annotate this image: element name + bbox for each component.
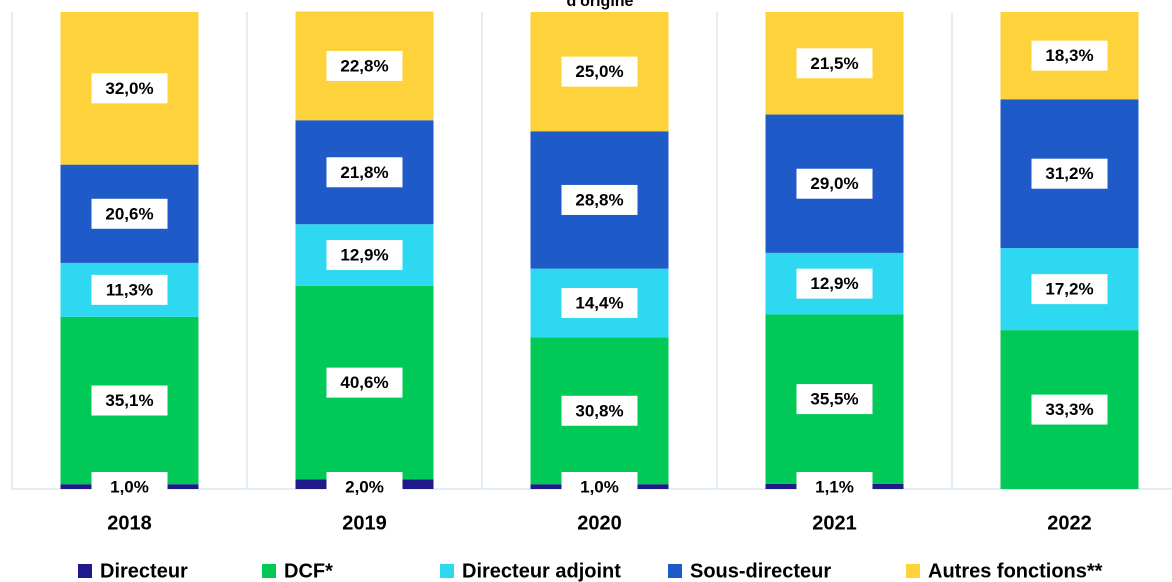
value-label-box bbox=[796, 384, 873, 415]
value-label-box bbox=[91, 73, 168, 104]
value-label: 35,1% bbox=[105, 391, 153, 410]
legend-label: Directeur adjoint bbox=[462, 560, 621, 582]
value-label-box bbox=[91, 385, 168, 416]
value-label: 1,0% bbox=[580, 477, 619, 496]
value-label: 31,2% bbox=[1045, 164, 1093, 183]
value-label-box bbox=[796, 168, 873, 199]
value-label: 1,1% bbox=[815, 477, 854, 496]
value-label-box bbox=[796, 48, 873, 79]
value-label-box bbox=[561, 287, 638, 318]
value-label-box bbox=[1031, 158, 1108, 189]
value-label: 22,8% bbox=[340, 56, 388, 75]
value-label: 17,2% bbox=[1045, 280, 1093, 299]
value-label: 29,0% bbox=[810, 174, 858, 193]
value-label-box bbox=[326, 50, 403, 81]
value-label: 32,0% bbox=[105, 79, 153, 98]
value-label-box bbox=[91, 472, 168, 502]
legend-label: Sous-directeur bbox=[690, 560, 831, 582]
value-label: 18,3% bbox=[1045, 46, 1093, 65]
value-label-box bbox=[91, 274, 168, 305]
legend-swatch bbox=[262, 564, 276, 578]
chart-title: d'origine bbox=[567, 0, 634, 10]
value-label-box bbox=[561, 472, 638, 502]
x-tick-label: 2020 bbox=[577, 512, 622, 534]
value-label: 11,3% bbox=[106, 280, 153, 299]
value-label-box bbox=[1031, 394, 1108, 425]
value-label-box bbox=[326, 157, 403, 188]
value-label: 25,0% bbox=[575, 62, 623, 81]
value-label: 30,8% bbox=[575, 401, 623, 420]
value-label-box bbox=[326, 472, 403, 502]
x-tick-label: 2018 bbox=[107, 512, 152, 534]
legend-swatch bbox=[440, 564, 454, 578]
value-label: 28,8% bbox=[575, 190, 623, 209]
value-label-box bbox=[326, 240, 403, 271]
value-label-box bbox=[796, 268, 873, 299]
value-label: 21,8% bbox=[340, 163, 388, 182]
x-tick-label: 2022 bbox=[1047, 512, 1092, 534]
value-label: 12,9% bbox=[340, 246, 388, 265]
value-label-box bbox=[796, 472, 873, 502]
legend-swatch bbox=[668, 564, 682, 578]
value-label-box bbox=[1031, 274, 1108, 305]
legend-swatch bbox=[906, 564, 920, 578]
value-label: 2,0% bbox=[345, 477, 384, 496]
legend-label: DCF* bbox=[284, 560, 333, 582]
value-label: 14,4% bbox=[575, 293, 623, 312]
value-label: 20,6% bbox=[105, 204, 153, 223]
value-label: 1,0% bbox=[110, 477, 149, 496]
value-label-box bbox=[561, 184, 638, 215]
x-tick-label: 2019 bbox=[342, 512, 387, 534]
legend-label: Directeur bbox=[100, 560, 188, 582]
value-label-box bbox=[561, 395, 638, 426]
value-label-box bbox=[326, 367, 403, 398]
value-label: 35,5% bbox=[810, 390, 858, 409]
value-label: 21,5% bbox=[810, 54, 858, 73]
value-label-box bbox=[91, 198, 168, 229]
value-label-box bbox=[561, 56, 638, 87]
legend-swatch bbox=[78, 564, 92, 578]
x-tick-label: 2021 bbox=[812, 512, 857, 534]
legend-label: Autres fonctions** bbox=[928, 560, 1103, 582]
value-label: 33,3% bbox=[1045, 400, 1093, 419]
value-label: 12,9% bbox=[810, 274, 858, 293]
value-label-box bbox=[1031, 40, 1108, 71]
value-label: 40,6% bbox=[340, 373, 388, 392]
